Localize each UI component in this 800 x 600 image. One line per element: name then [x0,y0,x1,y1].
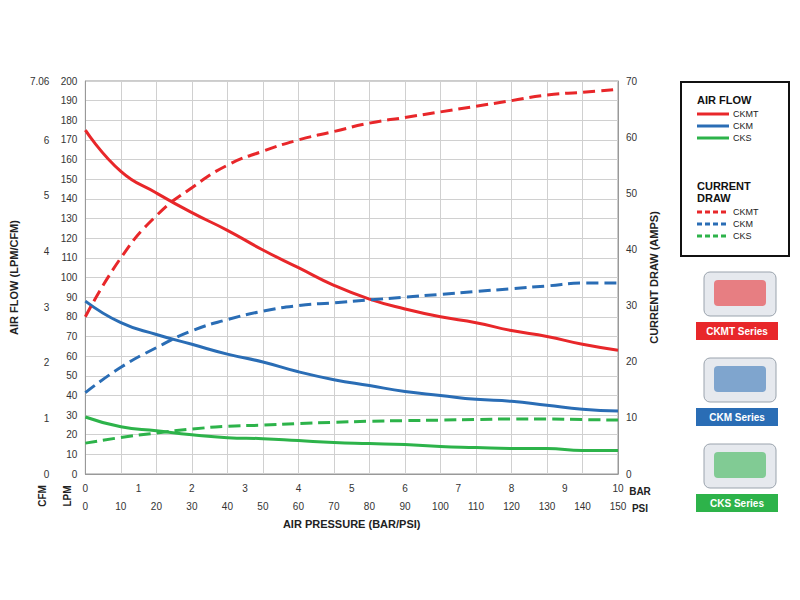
svg-text:80: 80 [66,311,78,322]
svg-text:70: 70 [626,76,638,87]
svg-text:3: 3 [242,483,248,494]
svg-text:CKS: CKS [733,133,752,143]
svg-text:170: 170 [61,134,78,145]
svg-text:50: 50 [66,370,78,381]
svg-text:CKM: CKM [733,219,753,229]
svg-text:4: 4 [44,246,50,257]
svg-text:150: 150 [610,501,627,512]
svg-text:CKMT: CKMT [733,109,759,119]
svg-text:7: 7 [455,483,461,494]
svg-text:CKMT: CKMT [733,207,759,217]
svg-text:70: 70 [328,501,340,512]
svg-text:5: 5 [349,483,355,494]
svg-text:0: 0 [83,501,89,512]
svg-text:AIR FLOW: AIR FLOW [697,94,752,106]
svg-text:20: 20 [151,501,163,512]
svg-text:3: 3 [44,302,50,313]
svg-text:120: 120 [61,233,78,244]
svg-text:2: 2 [189,483,195,494]
svg-text:10: 10 [115,501,127,512]
svg-text:20: 20 [66,429,78,440]
svg-text:40: 40 [66,390,78,401]
svg-text:AIR PRESSURE (BAR/PSI): AIR PRESSURE (BAR/PSI) [283,518,421,530]
svg-text:CFM: CFM [37,485,48,507]
svg-text:9: 9 [562,483,568,494]
svg-text:70: 70 [66,331,78,342]
svg-text:40: 40 [626,244,638,255]
svg-text:30: 30 [66,410,78,421]
svg-text:7.06: 7.06 [30,76,50,87]
svg-text:120: 120 [503,501,520,512]
svg-text:100: 100 [432,501,449,512]
svg-text:50: 50 [257,501,269,512]
svg-text:180: 180 [61,115,78,126]
svg-text:AIR FLOW (LPM/CFM): AIR FLOW (LPM/CFM) [8,220,20,335]
svg-text:10: 10 [626,412,638,423]
svg-text:CKMT Series: CKMT Series [706,326,768,337]
svg-text:60: 60 [66,351,78,362]
svg-text:40: 40 [222,501,234,512]
svg-text:110: 110 [61,252,77,263]
svg-text:2: 2 [44,357,50,368]
svg-text:130: 130 [539,501,556,512]
svg-text:1: 1 [136,483,142,494]
svg-text:30: 30 [186,501,198,512]
svg-text:80: 80 [364,501,376,512]
svg-text:60: 60 [293,501,305,512]
svg-text:LPM: LPM [62,485,73,506]
svg-text:60: 60 [626,132,638,143]
svg-text:50: 50 [626,188,638,199]
svg-text:4: 4 [296,483,302,494]
svg-text:CURRENT: CURRENT [697,180,754,192]
svg-text:1: 1 [44,413,50,424]
svg-text:CURRENT DRAW (AMPS): CURRENT DRAW (AMPS) [648,211,660,344]
svg-text:140: 140 [61,193,78,204]
svg-text:140: 140 [574,501,591,512]
svg-text:6: 6 [44,135,50,146]
svg-text:BAR: BAR [629,486,651,497]
svg-text:0: 0 [83,483,89,494]
svg-text:10: 10 [612,483,624,494]
svg-text:DRAW: DRAW [697,192,731,204]
svg-text:CKM: CKM [733,121,753,131]
svg-text:190: 190 [61,95,78,106]
svg-text:6: 6 [402,483,408,494]
svg-text:CKS: CKS [733,231,752,241]
svg-text:130: 130 [61,213,78,224]
svg-text:10: 10 [66,449,78,460]
svg-text:CKS Series: CKS Series [710,498,764,509]
svg-text:PSI: PSI [632,503,648,514]
svg-text:160: 160 [61,154,78,165]
svg-text:0: 0 [44,469,50,480]
svg-text:200: 200 [61,76,78,87]
svg-text:110: 110 [468,501,484,512]
svg-text:CKM Series: CKM Series [709,412,765,423]
svg-text:8: 8 [509,483,515,494]
svg-text:30: 30 [626,300,638,311]
svg-text:20: 20 [626,356,638,367]
svg-text:0: 0 [626,469,632,480]
svg-text:150: 150 [61,174,78,185]
svg-text:90: 90 [66,292,78,303]
svg-text:0: 0 [72,469,78,480]
svg-text:90: 90 [399,501,411,512]
svg-text:5: 5 [44,190,50,201]
svg-text:100: 100 [61,272,78,283]
